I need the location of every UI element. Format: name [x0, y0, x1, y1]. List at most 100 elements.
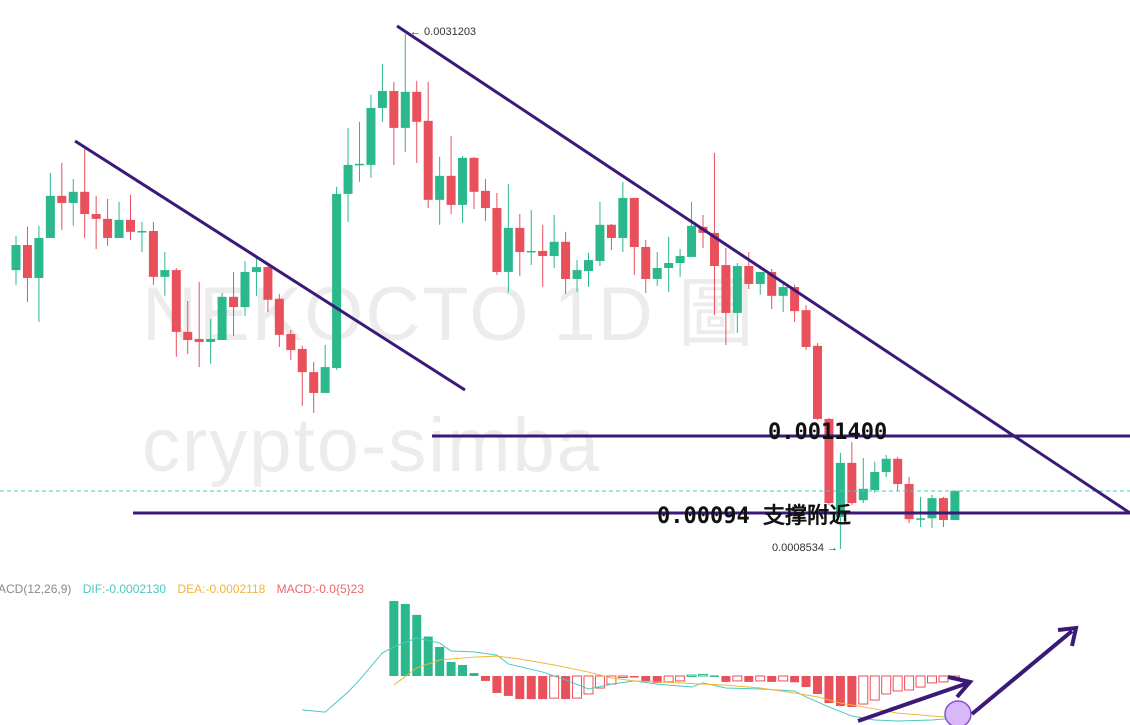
candle-body [366, 107, 376, 165]
trendline-left[interactable] [74, 139, 466, 392]
candle [652, 252, 662, 286]
candle [148, 221, 158, 285]
candle [263, 263, 273, 313]
candle-body [343, 164, 353, 194]
candle [950, 490, 960, 521]
candle-body [286, 334, 296, 351]
candle-body [938, 498, 948, 521]
candle-body [858, 488, 868, 501]
candle [320, 345, 330, 393]
macd-histogram-bar [801, 676, 811, 688]
candle [561, 231, 571, 294]
candle-body [709, 232, 719, 266]
candle [22, 226, 32, 303]
macd-histogram-bar [423, 636, 433, 676]
macd-histogram-bar [446, 661, 456, 676]
candle-body [664, 263, 674, 269]
candle-body [732, 265, 742, 313]
macd-histogram-bar [412, 614, 422, 676]
macd-histogram-bar [824, 676, 834, 704]
macd-histogram-bar [869, 675, 880, 701]
macd-histogram-bar [778, 675, 789, 682]
candle-body [927, 498, 937, 519]
candle-body [148, 231, 158, 277]
candle [721, 248, 731, 346]
candle [526, 210, 536, 266]
candle-body [755, 271, 765, 284]
candle-body [160, 270, 170, 277]
candle-body [229, 296, 239, 308]
candle [881, 455, 891, 477]
candle-body [572, 270, 582, 279]
candle-body [480, 190, 490, 209]
candle [412, 80, 422, 163]
macd-histogram-bar [675, 675, 686, 682]
candle [755, 271, 765, 295]
candle-body [435, 175, 445, 200]
macd-panel [302, 601, 960, 722]
candle [732, 263, 742, 333]
watermark-author: crypto-simba [142, 403, 601, 488]
candle-body [606, 224, 616, 238]
candle-body [320, 367, 330, 393]
candle [206, 318, 216, 364]
candle [847, 442, 857, 506]
candle-body [835, 462, 845, 517]
macd-histogram-bar [617, 675, 628, 678]
macd-histogram-bar [389, 601, 399, 676]
macd-histogram-bar [767, 676, 777, 682]
candle [458, 155, 468, 223]
candle [606, 223, 616, 251]
support-label: 0.00094 支撑附近 [657, 504, 851, 529]
macd-histogram-bar [594, 675, 605, 689]
macd-histogram-bar [663, 675, 674, 683]
macd-histogram-bar [927, 675, 937, 684]
candle-body [538, 250, 548, 257]
candle [309, 361, 319, 413]
candle-body [217, 296, 227, 341]
candle [709, 152, 719, 315]
candle-body [194, 338, 204, 342]
arrow-short[interactable] [857, 681, 969, 723]
candle [572, 260, 582, 292]
macd-histogram-bar [904, 675, 915, 691]
candle-body [526, 250, 536, 253]
candle-body [618, 197, 628, 238]
candle [57, 162, 67, 230]
arrow-long[interactable] [970, 629, 1074, 716]
high-price-label: ← 0.0031203 [410, 26, 477, 38]
candle-body [114, 219, 124, 238]
macd-histogram-bar [538, 676, 548, 700]
candle [870, 461, 880, 493]
macd-histogram-bar [686, 674, 697, 678]
trendline-main[interactable] [396, 24, 1130, 515]
candle [687, 201, 697, 257]
candle-body [446, 175, 456, 205]
candle [904, 476, 914, 524]
macd-histogram-bar [561, 676, 571, 700]
macd-histogram-bar [458, 664, 468, 676]
candle [297, 345, 307, 407]
candle [515, 214, 525, 276]
candle [641, 239, 651, 293]
candle-body [595, 224, 605, 261]
candle-body [80, 191, 90, 215]
candle-body [801, 310, 811, 347]
macd-histogram-bar [847, 676, 857, 707]
candle-body [57, 195, 67, 203]
candle-body [790, 287, 800, 312]
candle [160, 252, 170, 296]
candle [194, 281, 204, 368]
macd-histogram-bar [709, 675, 719, 677]
macd-histogram-bar [435, 647, 445, 676]
candle-body [274, 298, 284, 335]
candle [34, 225, 44, 323]
arrow-long-head-icon [1057, 625, 1079, 647]
candle [664, 236, 674, 292]
macd-histogram-bar [480, 676, 490, 681]
macd-histogram-bar [881, 675, 892, 695]
dif-line [302, 637, 955, 722]
candle-body [881, 458, 891, 472]
candle [45, 172, 55, 238]
